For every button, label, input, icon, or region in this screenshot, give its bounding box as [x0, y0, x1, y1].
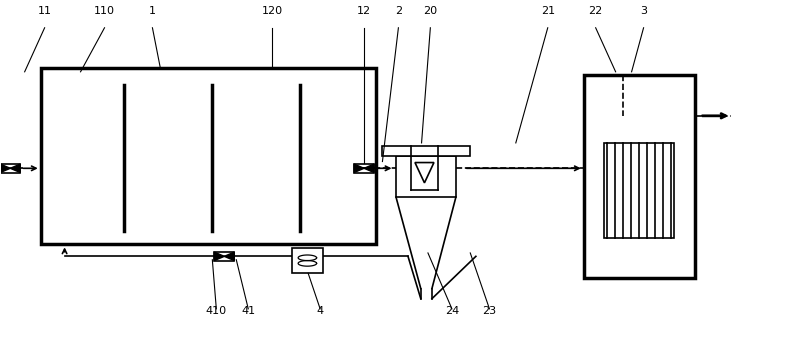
Text: 110: 110	[94, 6, 115, 16]
Text: 120: 120	[262, 6, 282, 16]
Text: 3: 3	[640, 6, 647, 16]
Bar	[354, 164, 374, 172]
Text: 2: 2	[395, 6, 402, 16]
Polygon shape	[354, 164, 374, 172]
Bar	[584, 75, 695, 278]
Text: 4: 4	[317, 306, 324, 316]
Polygon shape	[0, 164, 20, 172]
Polygon shape	[415, 163, 434, 183]
Bar	[604, 143, 674, 238]
Text: 21: 21	[541, 6, 555, 16]
Text: 20: 20	[423, 6, 438, 16]
Bar	[214, 252, 234, 260]
Bar	[41, 68, 376, 244]
Text: 11: 11	[38, 6, 52, 16]
Text: 41: 41	[242, 306, 255, 316]
Text: 24: 24	[445, 306, 459, 316]
Text: 410: 410	[206, 306, 227, 316]
Bar	[292, 248, 322, 273]
Text: 23: 23	[482, 306, 497, 316]
Bar	[0, 164, 20, 172]
Bar	[396, 156, 456, 197]
Text: 22: 22	[589, 6, 602, 16]
Bar	[382, 146, 470, 156]
Text: 12: 12	[357, 6, 371, 16]
Polygon shape	[214, 252, 234, 260]
Text: 1: 1	[149, 6, 156, 16]
